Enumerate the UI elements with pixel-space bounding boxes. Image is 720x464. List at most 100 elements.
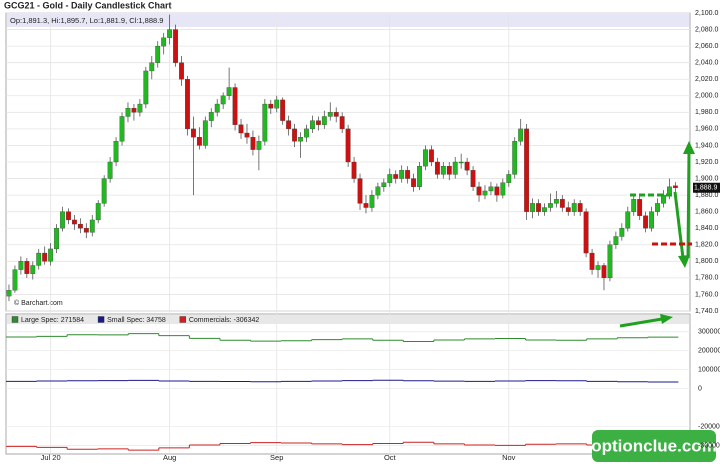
candle-body xyxy=(95,203,101,221)
candle-body xyxy=(565,207,571,212)
candle-body xyxy=(310,120,315,130)
candle-body xyxy=(196,137,202,146)
candle-body xyxy=(661,194,666,204)
cot-tick-label: 300000 xyxy=(698,329,720,336)
y-tick-label: 1,860.0 xyxy=(695,209,718,216)
watermark: optionclue.com xyxy=(591,436,717,455)
candle-body xyxy=(185,79,190,130)
candle-body xyxy=(339,116,345,130)
candle-body xyxy=(500,182,506,196)
candle-body xyxy=(232,87,238,125)
candle-body xyxy=(220,95,226,105)
y-tick-label: 1,980.0 xyxy=(695,109,718,116)
candle-body xyxy=(512,141,518,175)
watermark-badge xyxy=(592,430,716,462)
candle-body xyxy=(327,112,333,117)
candle-body xyxy=(494,186,500,196)
candle-body xyxy=(672,185,678,188)
candle-body xyxy=(631,199,637,212)
candle-body xyxy=(315,120,321,125)
candle-body xyxy=(345,128,351,163)
candle-body xyxy=(77,223,83,229)
candle-body xyxy=(434,161,440,175)
cot-tick-label: -200000 xyxy=(698,423,720,430)
y-tick-label: 2,000.0 xyxy=(695,93,718,100)
candle-body xyxy=(173,29,178,63)
y-tick-label: 1,820.0 xyxy=(695,242,718,249)
candle-body xyxy=(655,203,660,212)
candle-body xyxy=(48,248,54,262)
candle-body xyxy=(191,128,196,138)
candle-body xyxy=(452,161,458,175)
legend-label: Small Spec: 34758 xyxy=(107,317,166,324)
candle-body xyxy=(304,128,309,138)
cot-tick-label: 200000 xyxy=(698,347,720,354)
candle-body xyxy=(357,178,363,204)
candle-body xyxy=(119,116,125,142)
candle-body xyxy=(649,211,654,229)
info-bar xyxy=(7,14,689,27)
y-tick-label: 1,740.0 xyxy=(695,308,718,315)
candle-body xyxy=(202,120,208,146)
y-tick-label: 1,840.0 xyxy=(695,225,718,232)
candle-body xyxy=(125,108,131,117)
candle-body xyxy=(429,149,434,163)
candle-body xyxy=(488,186,494,192)
y-tick-label: 1,960.0 xyxy=(695,126,718,133)
candle-body xyxy=(155,45,161,63)
candle-body xyxy=(274,99,280,109)
last-value-label: 1,888.9 xyxy=(694,185,717,192)
annotation-arrow xyxy=(619,317,663,328)
candle-body xyxy=(12,269,18,291)
candle-body xyxy=(476,186,482,196)
candle-body xyxy=(137,103,143,113)
candle-body xyxy=(333,112,339,117)
candle-body xyxy=(292,128,297,142)
candle-body xyxy=(286,120,292,130)
annotations xyxy=(619,141,695,328)
candle-body xyxy=(208,112,214,121)
candle-body xyxy=(530,203,535,212)
cot-panel xyxy=(5,313,691,455)
candle-body xyxy=(470,170,476,187)
candle-body xyxy=(101,178,107,204)
candle-body xyxy=(280,99,286,121)
x-tick-label: Oct xyxy=(384,453,397,462)
x-tick-label: Sep xyxy=(270,453,283,462)
candle-body xyxy=(446,165,452,175)
candle-body xyxy=(143,70,149,105)
candle-body xyxy=(619,228,625,237)
candle-body xyxy=(601,265,607,279)
y-tick-label: 1,800.0 xyxy=(695,258,718,265)
legend-label: Commercials: -306342 xyxy=(189,317,260,324)
candle-body xyxy=(643,215,649,229)
candle-body xyxy=(18,261,24,270)
grid xyxy=(6,12,690,454)
candle-body xyxy=(268,103,274,109)
candle-body xyxy=(625,211,631,229)
legend-swatch xyxy=(179,316,187,323)
candle-body xyxy=(351,161,357,179)
candle-body xyxy=(393,174,399,179)
last-value-badge xyxy=(693,182,720,193)
candle-body xyxy=(6,290,12,297)
candle-body xyxy=(107,161,113,179)
candle-body xyxy=(387,174,393,183)
candle-body xyxy=(417,165,422,187)
candle-body xyxy=(458,161,464,164)
candle-body xyxy=(369,194,375,208)
candle-body xyxy=(553,199,559,204)
candle-body xyxy=(83,228,89,233)
candle-body xyxy=(405,170,411,179)
candle-body xyxy=(89,219,95,233)
y-tick-label: 2,080.0 xyxy=(695,26,718,33)
candle-body xyxy=(113,141,119,163)
x-tick-label: Aug xyxy=(163,453,176,462)
source: © Barchart.com xyxy=(14,299,63,307)
x-tick-label: Jul 20 xyxy=(41,453,61,462)
legend-label: Large Spec: 271584 xyxy=(21,317,84,324)
candle-body xyxy=(30,265,36,274)
candle-body xyxy=(464,161,470,171)
chart-title: GCG21 - Gold - Daily Candlestick Chart xyxy=(4,0,172,10)
